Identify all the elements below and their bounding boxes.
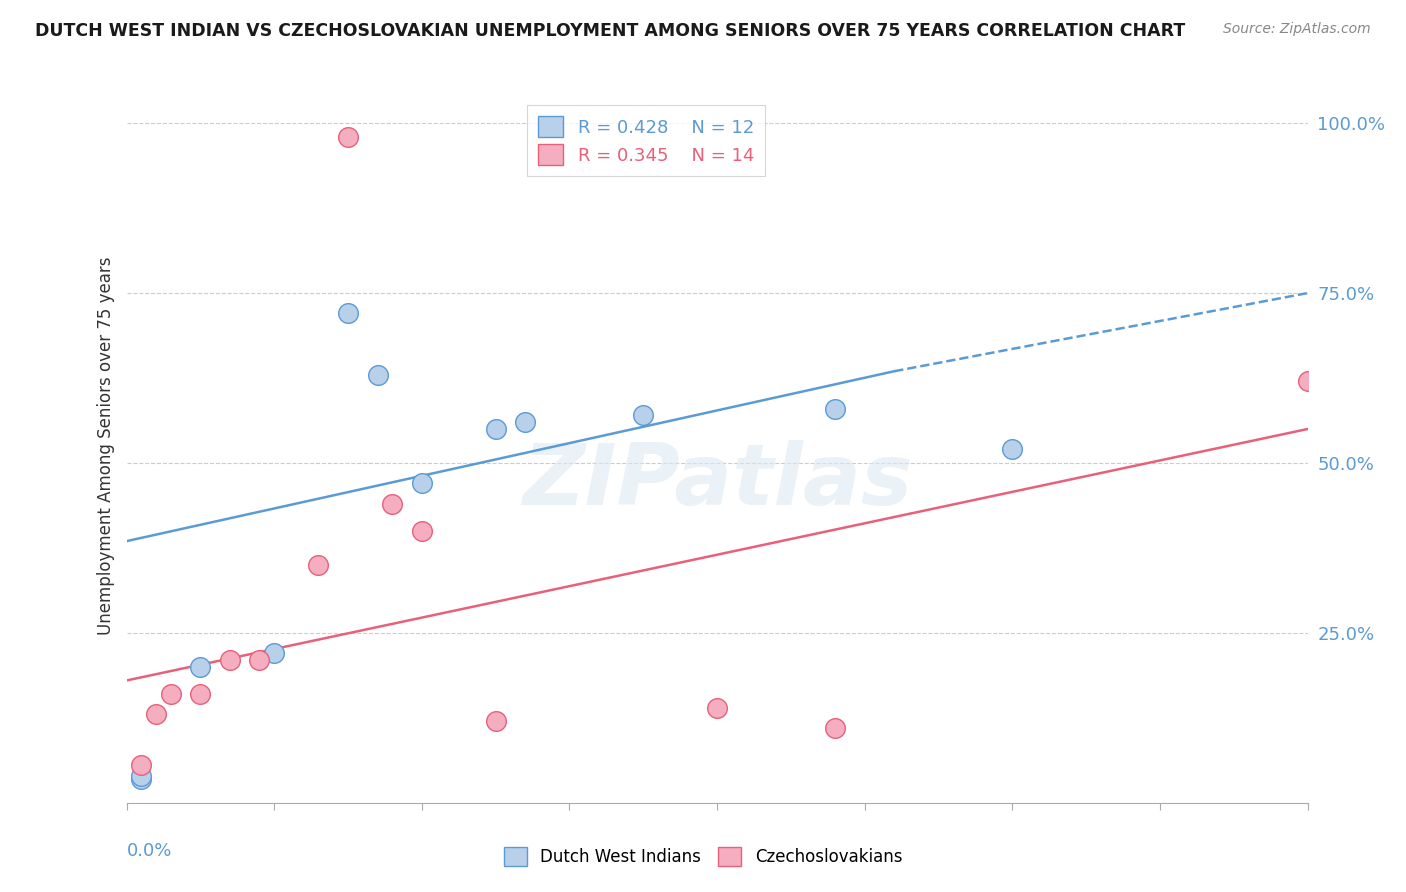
Point (145, 707, 167, 722)
Point (129, 769, 153, 783)
Point (337, 306, 360, 320)
Point (381, 497, 404, 511)
Point (263, 646, 285, 660)
Point (188, 687, 211, 701)
Point (337, 129, 360, 144)
Text: DUTCH WEST INDIAN VS CZECHOSLOVAKIAN UNEMPLOYMENT AMONG SENIORS OVER 75 YEARS CO: DUTCH WEST INDIAN VS CZECHOSLOVAKIAN UNE… (35, 22, 1185, 40)
Point (129, 772, 153, 786)
Y-axis label: Unemployment Among Seniors over 75 years: Unemployment Among Seniors over 75 years (97, 257, 115, 635)
Point (160, 687, 183, 701)
Point (633, 409, 655, 423)
Legend: R = 0.428    N = 12, R = 0.345    N = 14: R = 0.428 N = 12, R = 0.345 N = 14 (527, 105, 765, 176)
Point (219, 653, 242, 667)
Point (129, 758, 153, 772)
Point (1001, 442, 1024, 457)
Point (307, 558, 329, 572)
Point (484, 422, 508, 436)
Text: 0.0%: 0.0% (127, 842, 172, 860)
Point (824, 721, 846, 735)
Point (411, 524, 433, 538)
Point (1296, 375, 1319, 389)
Point (247, 653, 270, 667)
Point (366, 368, 388, 382)
Point (188, 660, 211, 674)
Point (515, 415, 537, 429)
Point (411, 476, 433, 491)
Point (706, 700, 728, 714)
Text: Source: ZipAtlas.com: Source: ZipAtlas.com (1223, 22, 1371, 37)
Point (824, 401, 846, 416)
Point (484, 714, 508, 729)
Text: ZIPatlas: ZIPatlas (522, 440, 912, 524)
Legend: Dutch West Indians, Czechoslovakians: Dutch West Indians, Czechoslovakians (498, 840, 908, 873)
